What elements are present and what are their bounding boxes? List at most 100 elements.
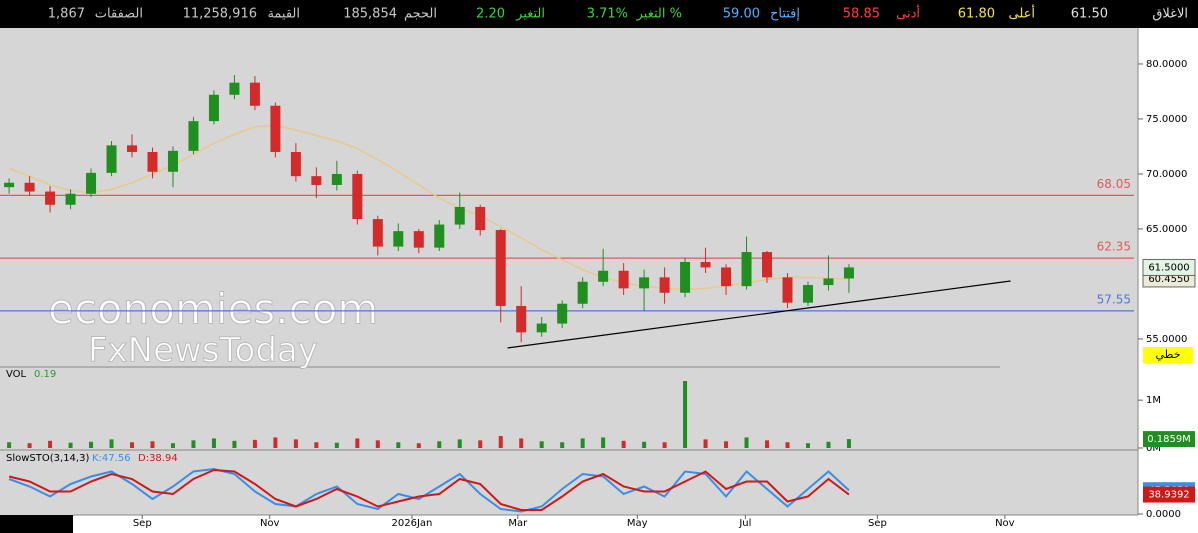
x-tick-label: Sep xyxy=(868,518,887,529)
candle-body xyxy=(721,267,732,287)
volume-bar xyxy=(150,441,155,448)
volume-bar xyxy=(232,440,237,448)
volume-bar xyxy=(498,436,503,448)
volume-bar xyxy=(519,438,524,448)
candle-body xyxy=(270,105,281,152)
volume-bar xyxy=(724,441,729,448)
candle-body xyxy=(700,261,711,268)
header-label: التغير % xyxy=(636,7,682,22)
candle-body xyxy=(229,82,240,95)
header-label: أدنى xyxy=(896,5,920,22)
volume-bar xyxy=(437,441,442,448)
x-tick-label: Mar xyxy=(508,518,528,529)
level-label: 62.35 xyxy=(1097,240,1131,254)
volume-bar xyxy=(191,440,196,448)
button[interactable] xyxy=(1143,347,1193,363)
volume-last: 0.1859M xyxy=(1147,434,1191,445)
candle-body xyxy=(475,206,486,231)
candle-body xyxy=(618,270,629,289)
candle-body xyxy=(352,173,363,220)
y-tick-label: 55.0000 xyxy=(1146,334,1187,345)
volume-bar xyxy=(396,442,401,448)
candle-body xyxy=(147,151,158,172)
volume-bar xyxy=(334,442,339,448)
header-label: الحجم xyxy=(404,7,437,22)
trendline xyxy=(507,280,1011,349)
volume-bar xyxy=(27,443,32,448)
candle-body xyxy=(762,252,773,278)
candle-body xyxy=(393,231,404,247)
volume-bar xyxy=(744,437,749,448)
level-label: 57.55 xyxy=(1097,292,1131,306)
volume-bar xyxy=(130,442,135,448)
volume-bar xyxy=(621,440,626,448)
candle-body xyxy=(680,261,691,293)
level-label: 68.05 xyxy=(1097,177,1131,191)
volume-bar xyxy=(539,441,544,448)
volume-bar xyxy=(662,442,667,448)
candle-body xyxy=(659,277,670,293)
candle-body xyxy=(454,206,465,225)
candle-body xyxy=(4,182,15,188)
candle-body xyxy=(249,82,260,106)
button-label[interactable]: خطي xyxy=(1156,348,1181,361)
top-bar xyxy=(0,0,1198,28)
candle-body xyxy=(843,267,854,279)
x-tick-label: May xyxy=(627,518,648,529)
volume-bar xyxy=(211,438,216,448)
volume-bar xyxy=(293,439,298,448)
header-value: 61.50 xyxy=(1071,7,1108,22)
stoch-line xyxy=(8,467,850,513)
volume-bar xyxy=(48,440,53,448)
watermark-text: economies.com xyxy=(48,285,378,334)
header-label: القيمة xyxy=(267,7,300,22)
sma-line xyxy=(8,124,849,291)
candle-body xyxy=(106,145,117,173)
candle-body xyxy=(516,305,527,333)
volume-bar xyxy=(846,439,851,448)
header-label: التغير xyxy=(515,7,545,22)
candle-body xyxy=(495,230,506,306)
candle-body xyxy=(127,145,138,152)
header-value: 59.00 xyxy=(723,7,760,22)
header-value: 1,867 xyxy=(48,7,85,22)
stoch-line xyxy=(8,468,850,511)
candle-body xyxy=(577,281,588,304)
volume-bar xyxy=(170,443,175,448)
header-label: أعلى xyxy=(1008,5,1035,22)
stoch-last-box xyxy=(1143,486,1195,503)
volume-bar xyxy=(314,442,319,448)
volume-last-box xyxy=(1143,431,1195,448)
header-value: 2.20 xyxy=(476,7,505,22)
candle-body xyxy=(536,323,547,333)
volume-bar xyxy=(580,438,585,448)
volume-bar xyxy=(703,439,708,448)
y-tick-label: 75.0000 xyxy=(1146,114,1187,125)
x-tick-label: Nov xyxy=(995,518,1015,529)
candle-body xyxy=(188,121,199,151)
header-value: 3.71% xyxy=(587,7,628,22)
candle-body xyxy=(639,277,650,289)
candle-body xyxy=(311,176,322,185)
candle-body xyxy=(290,151,301,177)
candle-body xyxy=(741,252,752,287)
candle-body xyxy=(331,173,342,185)
candle-body xyxy=(86,172,97,194)
header-value: 61.80 xyxy=(958,7,995,22)
volume-bar xyxy=(478,440,483,448)
legend-entry: D:38.94 xyxy=(138,453,178,464)
y-tick-label: 0.0000 xyxy=(1146,509,1181,520)
volume-bar xyxy=(785,442,790,448)
volume-bar xyxy=(457,439,462,448)
pane-value: 0.19 xyxy=(34,369,56,380)
volume-bar xyxy=(826,441,831,448)
volume-bar xyxy=(109,439,114,448)
volume-bar xyxy=(68,442,73,448)
header-label: الاغلاق xyxy=(1152,7,1188,22)
y-tick-label: 1M xyxy=(1146,395,1161,406)
candle-body xyxy=(65,193,76,205)
volume-bar xyxy=(355,438,360,448)
volume-bar xyxy=(416,443,421,448)
